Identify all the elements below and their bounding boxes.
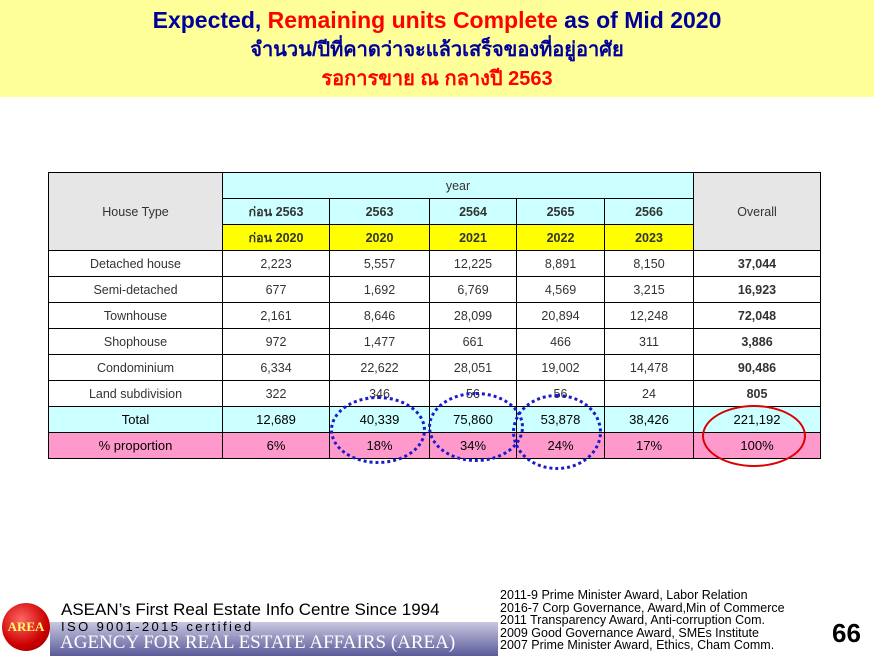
thai-year-cell: ก่อน 2563 xyxy=(222,198,330,225)
title-banner: Expected, Remaining units Complete as of… xyxy=(0,0,874,97)
thai-year-cell: 2565 xyxy=(516,198,605,225)
value-cell: 311 xyxy=(604,328,694,355)
award-item: 2009 Good Governance Award, SMEs Institu… xyxy=(500,625,759,640)
ad-year-row: ก่อน 2020 2020 2021 2022 2023 xyxy=(49,224,821,251)
footer-tagline: ASEAN’s First Real Estate Info Centre Si… xyxy=(61,600,440,619)
thai-year-cell: 2564 xyxy=(429,198,517,225)
house-type-header: House Type xyxy=(48,172,223,251)
title-part-remaining: Remaining units Complete xyxy=(267,7,558,33)
row-label: Condominium xyxy=(48,354,223,381)
row-label: Townhouse xyxy=(48,302,223,329)
total-label: Total xyxy=(48,406,223,433)
value-cell: 8,646 xyxy=(329,302,430,329)
value-cell: 1,477 xyxy=(329,328,430,355)
award-item: 2016-7 Corp Governance, Award,Min of Com… xyxy=(500,600,785,615)
title-line-2: จำนวน/ปีที่คาดว่าจะแล้วเสร็จของที่อยู่อา… xyxy=(250,39,624,61)
value-cell: 466 xyxy=(516,328,605,355)
row-label: Semi-detached xyxy=(48,276,223,303)
table-row: Land subdivision 322 346 56 56 24 805 xyxy=(48,380,821,407)
proportion-label: % proportion xyxy=(48,432,223,459)
value-cell: 1,692 xyxy=(329,276,430,303)
value-cell: 677 xyxy=(222,276,330,303)
value-cell: 14,478 xyxy=(604,354,694,381)
value-cell: 972 xyxy=(222,328,330,355)
award-item: 2007 Prime Minister Award, Ethics, Cham … xyxy=(500,638,775,652)
value-cell: 6,769 xyxy=(429,276,517,303)
value-cell: 322 xyxy=(222,380,330,407)
ad-year-cell: 2020 xyxy=(329,224,430,251)
page-number: 66 xyxy=(832,618,861,648)
value-cell: 5,557 xyxy=(329,250,430,277)
title-line-1: Expected, Remaining units Complete as of… xyxy=(0,6,874,34)
award-item: 2011 Transparency Award, Anti-corruption… xyxy=(500,613,765,627)
value-cell: 3,215 xyxy=(604,276,694,303)
thai-year-cell: 2566 xyxy=(604,198,694,225)
value-cell: 12,248 xyxy=(604,302,694,329)
title-part-expected: Expected, xyxy=(152,7,268,33)
value-cell: 28,051 xyxy=(429,354,517,381)
ad-year-cell: 2023 xyxy=(604,224,694,251)
value-cell: 20,894 xyxy=(516,302,605,329)
value-cell: 19,002 xyxy=(516,354,605,381)
overall-cell: 805 xyxy=(693,380,821,407)
value-cell: 28,099 xyxy=(429,302,517,329)
value-cell: 8,150 xyxy=(604,250,694,277)
footer-iso: ISO 9001-2015 certified xyxy=(61,619,254,634)
highlight-ellipse-2021 xyxy=(428,392,524,462)
highlight-circle-overall xyxy=(702,405,806,467)
overall-cell: 16,923 xyxy=(693,276,821,303)
value-cell: 4,569 xyxy=(516,276,605,303)
proportion-cell: 17% xyxy=(604,432,694,459)
row-label: Shophouse xyxy=(48,328,223,355)
title-part-asof: as of Mid 2020 xyxy=(557,7,722,33)
thai-year-row: ก่อน 2563 2563 2564 2565 2566 xyxy=(49,198,821,225)
row-label: Detached house xyxy=(48,250,223,277)
overall-cell: 37,044 xyxy=(693,250,821,277)
highlight-ellipse-2022 xyxy=(512,394,602,470)
table-row: Detached house 2,223 5,557 12,225 8,891 … xyxy=(48,250,821,277)
total-cell: 38,426 xyxy=(604,406,694,433)
value-cell: 6,334 xyxy=(222,354,330,381)
table-row: Semi-detached 677 1,692 6,769 4,569 3,21… xyxy=(48,276,821,303)
overall-header: Overall xyxy=(693,172,821,251)
value-cell: 12,225 xyxy=(429,250,517,277)
value-cell: 2,223 xyxy=(222,250,330,277)
awards-list: 2011-9 Prime Minister Award, Labor Relat… xyxy=(500,589,830,652)
ad-year-cell: 2022 xyxy=(516,224,605,251)
table-row: Townhouse 2,161 8,646 28,099 20,894 12,2… xyxy=(48,302,821,329)
ad-year-cell: 2021 xyxy=(429,224,517,251)
thai-year-cell: 2563 xyxy=(329,198,430,225)
value-cell: 2,161 xyxy=(222,302,330,329)
value-cell: 8,891 xyxy=(516,250,605,277)
total-cell: 12,689 xyxy=(222,406,330,433)
area-logo: AREA xyxy=(2,603,50,651)
table-row: Shophouse 972 1,477 661 466 311 3,886 xyxy=(48,328,821,355)
footer-bar xyxy=(50,622,498,656)
value-cell: 22,622 xyxy=(329,354,430,381)
proportion-cell: 6% xyxy=(222,432,330,459)
value-cell: 24 xyxy=(604,380,694,407)
value-cell: 661 xyxy=(429,328,517,355)
ad-year-cell: ก่อน 2020 xyxy=(222,224,330,251)
year-header: year xyxy=(222,172,694,199)
overall-cell: 72,048 xyxy=(693,302,821,329)
award-item: 2011-9 Prime Minister Award, Labor Relat… xyxy=(500,588,748,602)
highlight-ellipse-2020 xyxy=(330,396,426,464)
table-row: Condominium 6,334 22,622 28,051 19,002 1… xyxy=(48,354,821,381)
row-label: Land subdivision xyxy=(48,380,223,407)
overall-cell: 90,486 xyxy=(693,354,821,381)
footer-agency: AGENCY FOR REAL ESTATE AFFAIRS (AREA) xyxy=(60,632,456,653)
title-line-3: รอการขาย ณ กลางปี 2563 xyxy=(321,68,553,90)
overall-cell: 3,886 xyxy=(693,328,821,355)
